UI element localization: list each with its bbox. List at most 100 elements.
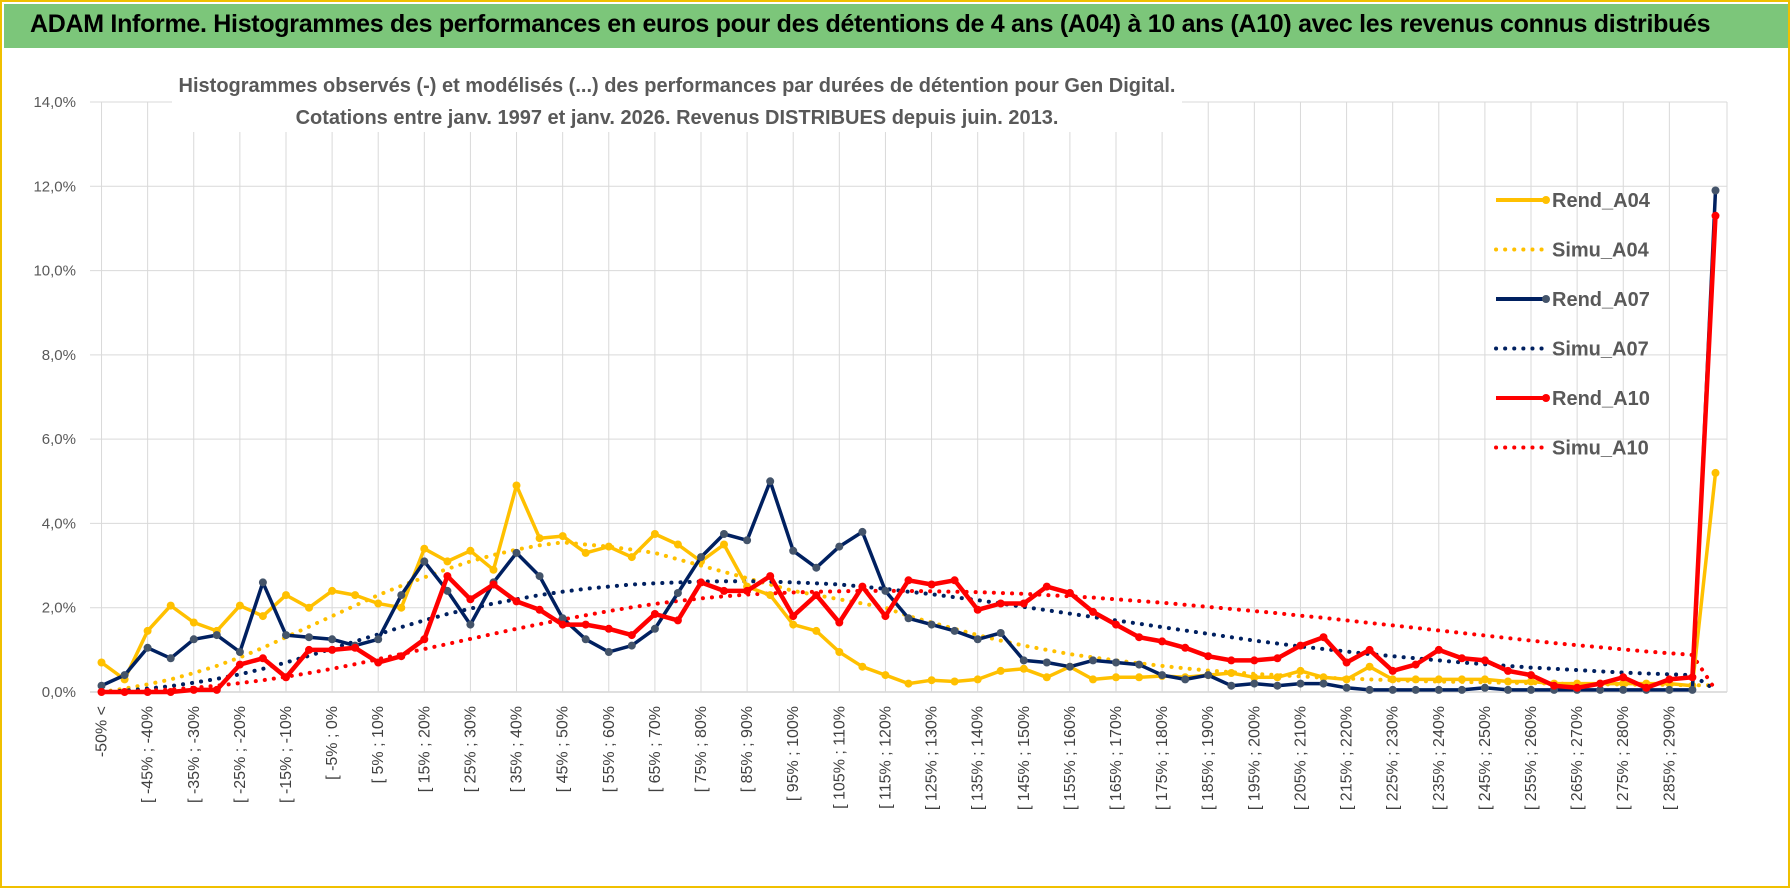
data-point-rend-a07	[720, 530, 728, 538]
data-point-rend-a04	[1112, 673, 1120, 682]
data-point-rend-a07	[973, 635, 982, 644]
series-line-simu-a10	[99, 588, 1718, 694]
data-point-rend-a10	[420, 635, 429, 644]
x-tick-label: [ 95% ; 100%	[785, 706, 802, 801]
data-point-rend-a07	[1411, 685, 1420, 694]
data-point-rend-a04	[1388, 675, 1397, 684]
data-point-rend-a10	[1227, 656, 1236, 665]
data-point-rend-a07	[1158, 671, 1167, 680]
data-point-rend-a04	[189, 618, 198, 627]
data-point-rend-a07	[904, 614, 913, 623]
data-point-rend-a10	[1596, 679, 1605, 688]
banner-title: ADAM Informe. Histogrammes des performan…	[30, 10, 1711, 38]
data-point-rend-a07	[627, 641, 636, 650]
data-point-rend-a04	[673, 540, 682, 549]
data-point-rend-a07	[443, 586, 452, 595]
data-point-rend-a04	[143, 626, 152, 635]
data-point-rend-a07	[1204, 671, 1213, 680]
x-tick-label: [ 145% ; 150%	[1016, 706, 1033, 810]
data-point-rend-a10	[1158, 637, 1167, 646]
data-point-rend-a10	[1411, 660, 1420, 669]
data-point-rend-a07	[858, 527, 867, 536]
data-point-rend-a10	[1688, 673, 1697, 682]
data-point-rend-a07	[143, 643, 152, 652]
data-point-rend-a07	[812, 563, 821, 572]
y-axis-ticks: 0,0% 2,0% 4,0% 6,0% 8,0% 10,0% 12,0% 14,0%	[33, 94, 76, 701]
data-point-rend-a10	[489, 580, 498, 589]
x-tick-label: [ 215% ; 220%	[1339, 706, 1356, 810]
x-tick-label: [ 135% ; 140%	[970, 706, 987, 810]
x-tick-label: [ -15% ; -10%	[278, 706, 295, 803]
data-point-rend-a04	[1042, 673, 1051, 682]
data-point-rend-a10	[235, 660, 244, 669]
data-point-rend-a04	[235, 601, 244, 610]
data-point-rend-a10	[743, 586, 752, 595]
data-point-rend-a10	[1365, 645, 1374, 654]
data-point-rend-a10	[927, 580, 936, 589]
data-point-rend-a04	[1619, 679, 1628, 688]
legend-label-simu-a07: Simu_A07	[1552, 339, 1649, 361]
data-point-rend-a10	[1204, 652, 1213, 661]
x-tick-label: [ 165% ; 170%	[1108, 706, 1125, 810]
data-point-rend-a04	[328, 586, 337, 595]
data-point-rend-a07	[1365, 685, 1374, 694]
x-axis-ticks: -50% < [ -45% ; -40% [ -35% ; -30% [ -25% ;…	[94, 706, 1679, 810]
legend-label-rend-a10: Rend_A10	[1552, 388, 1650, 410]
data-point-rend-a04	[996, 666, 1005, 675]
data-point-rend-a04	[166, 601, 175, 610]
data-point-rend-a10	[673, 616, 682, 625]
data-point-rend-a10	[1065, 589, 1074, 597]
data-point-rend-a10	[858, 582, 867, 591]
data-point-rend-a07	[1665, 685, 1674, 694]
x-tick-label: [ 55% ; 60%	[601, 706, 618, 792]
data-point-rend-a04	[1457, 675, 1466, 684]
data-point-rend-a07	[1181, 675, 1190, 684]
data-point-rend-a10	[1181, 643, 1190, 652]
x-tick-label: [ 265% ; 270%	[1569, 706, 1586, 810]
data-point-rend-a04	[97, 658, 106, 667]
data-point-rend-a04	[535, 534, 544, 543]
data-point-rend-a07	[1688, 685, 1697, 694]
data-point-rend-a10	[143, 688, 152, 696]
data-point-rend-a04	[374, 599, 383, 608]
data-point-rend-a04	[1019, 664, 1028, 673]
x-tick-label: [ 195% ; 200%	[1246, 706, 1263, 810]
data-point-rend-a10	[1434, 645, 1443, 654]
data-point-rend-a07	[166, 654, 175, 663]
legend-marker-rend-a10	[1542, 394, 1550, 402]
data-point-rend-a10	[120, 688, 129, 696]
data-point-rend-a10	[1665, 675, 1674, 684]
data-point-rend-a07	[1227, 681, 1236, 690]
data-point-rend-a10	[1135, 633, 1144, 642]
data-point-rend-a10	[1319, 633, 1328, 642]
data-point-rend-a07	[1273, 681, 1282, 690]
data-point-rend-a07	[1042, 658, 1051, 667]
data-point-rend-a10	[1711, 211, 1720, 220]
legend-marker-rend-a04	[1542, 196, 1550, 204]
x-tick-label: [ 85% ; 90%	[739, 706, 756, 792]
data-point-rend-a10	[282, 673, 290, 682]
data-point-rend-a04	[1319, 673, 1328, 682]
data-point-rend-a04	[789, 620, 798, 629]
x-tick-label: [ 285% ; 290%	[1661, 706, 1678, 810]
data-point-rend-a10	[1250, 656, 1259, 665]
data-point-rend-a04	[1250, 673, 1259, 682]
data-point-rend-a10	[766, 572, 775, 581]
y-tick-label: 12,0%	[33, 178, 76, 195]
data-point-rend-a10	[97, 688, 106, 696]
data-point-rend-a07	[1019, 656, 1028, 665]
data-point-rend-a10	[1480, 656, 1489, 665]
y-tick-label: 2,0%	[42, 600, 76, 617]
x-tick-label: [ -35% ; -30%	[186, 706, 203, 803]
data-point-rend-a04	[720, 540, 728, 549]
data-point-rend-a10	[1342, 658, 1351, 667]
data-point-rend-a04	[1365, 662, 1374, 671]
data-point-rend-a07	[673, 589, 682, 597]
x-tick-label: [ 175% ; 180%	[1154, 706, 1171, 810]
data-point-rend-a04	[950, 677, 959, 686]
data-point-rend-a04	[397, 603, 406, 612]
data-point-rend-a10	[397, 652, 406, 661]
data-point-rend-a10	[1296, 641, 1305, 650]
data-point-rend-a07	[535, 572, 544, 581]
